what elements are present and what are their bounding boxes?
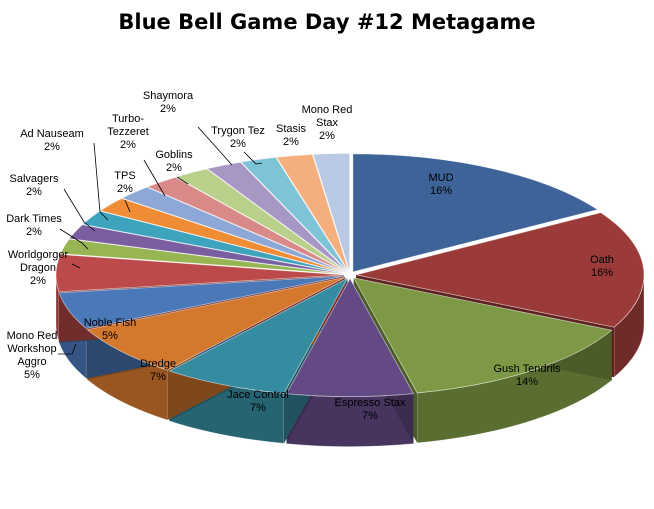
label-gush-tendrils-name-0: Gush Tendrils	[493, 363, 561, 375]
label-goblins: Goblins 2%	[155, 149, 193, 174]
label-shaymora-name-0: Shaymora	[143, 90, 194, 102]
slice-mono-red-workshop-aggro	[55, 254, 345, 293]
label-ad-nauseam-name-0: Ad Nauseam	[20, 128, 84, 140]
slice-goblins	[174, 168, 347, 273]
slice-dredge	[86, 276, 346, 371]
label-dredge: Dredge 7%	[140, 358, 176, 383]
slice-stasis	[275, 153, 350, 272]
label-goblins-name-0: Goblins	[155, 149, 193, 161]
slice-mono-red-stax	[312, 153, 351, 272]
label-worldgorger-dragon-value: 2%	[30, 275, 46, 287]
label-mono-red-workshop-aggro-name-2: Aggro	[17, 356, 46, 368]
label-worldgorger-dragon: Worldgorger Dragon 2%	[8, 249, 69, 287]
label-shaymora: Shaymora 2%	[143, 90, 194, 115]
pie-tops	[55, 153, 645, 398]
label-tps-value: 2%	[117, 183, 133, 195]
label-mono-red-stax-value: 2%	[319, 130, 335, 142]
slice-jace-control	[168, 277, 349, 394]
leader-dark-times	[59, 228, 89, 250]
label-mud-name-0: MUD	[428, 172, 453, 184]
leader-worldgorger-dragon	[71, 263, 81, 269]
leader-mono-red-workshop-aggro	[58, 343, 77, 355]
label-turbo-tezzeret: Turbo-Tezzeret 2%	[107, 113, 149, 151]
label-tps: TPS 2%	[114, 170, 135, 195]
label-turbo-tezzeret-name-0: Turbo-	[112, 113, 144, 125]
label-tps-name-0: TPS	[114, 170, 135, 182]
slice-turbo-tezzeret	[146, 176, 347, 273]
label-oath-name-0: Oath	[590, 254, 614, 266]
chart-title: Blue Bell Game Day #12 Metagame	[118, 10, 536, 34]
leader-tps	[124, 199, 131, 213]
slice-tps	[121, 186, 346, 273]
leader-goblins	[176, 176, 189, 185]
label-mono-red-workshop-aggro-value: 5%	[24, 369, 40, 381]
label-gush-tendrils-value: 14%	[516, 376, 538, 388]
label-mono-red-workshop-aggro: Mono Red Workshop Aggro 5%	[7, 330, 58, 381]
label-trygon-tez-name-0: Trygon Tez	[211, 125, 265, 137]
label-worldgorger-dragon-name-1: Dragon	[20, 262, 56, 274]
label-shaymora-value: 2%	[160, 103, 176, 115]
label-mono-red-stax-name-0: Mono Red	[302, 104, 353, 116]
label-noble-fish-name-0: Noble Fish	[84, 317, 137, 329]
label-mono-red-workshop-aggro-name-0: Mono Red	[7, 330, 58, 342]
label-jace-control: Jace Control 7%	[227, 389, 289, 414]
label-mono-red-stax-name-1: Stax	[316, 117, 339, 129]
label-dredge-name-0: Dredge	[140, 358, 176, 370]
label-espresso-stax: Espresso Stax 7%	[335, 397, 406, 422]
label-jace-control-name-0: Jace Control	[227, 389, 289, 401]
slice-labels: MUD 16%Oath 16%Gush Tendrils 14%Espresso St…	[6, 90, 614, 422]
slice-gush-tendrils	[352, 277, 613, 394]
leader-salvagers	[63, 188, 96, 232]
leader-lines	[58, 126, 263, 355]
slice-shaymora	[206, 161, 348, 273]
label-noble-fish-value: 5%	[102, 330, 118, 342]
label-trygon-tez-value: 2%	[230, 138, 246, 150]
label-mono-red-workshop-aggro-name-1: Workshop	[7, 343, 56, 355]
label-worldgorger-dragon-name-0: Worldgorger	[8, 249, 69, 261]
label-espresso-stax-name-0: Espresso Stax	[335, 397, 406, 409]
label-oath: Oath 16%	[590, 254, 614, 279]
label-mono-red-stax: Mono Red Stax 2%	[302, 104, 353, 142]
leader-trygon-tez	[243, 151, 263, 165]
label-jace-control-value: 7%	[250, 402, 266, 414]
label-salvagers: Salvagers 2%	[10, 173, 59, 198]
label-ad-nauseam-value: 2%	[44, 141, 60, 153]
label-mud-value: 16%	[430, 185, 452, 197]
slice-oath	[355, 212, 645, 328]
slice-mud	[352, 153, 599, 273]
label-oath-value: 16%	[591, 267, 613, 279]
label-salvagers-name-0: Salvagers	[10, 173, 59, 185]
slice-dark-times	[68, 224, 345, 275]
label-dredge-value: 7%	[150, 371, 166, 383]
label-stasis-value: 2%	[283, 136, 299, 148]
label-turbo-tezzeret-name-1: Tezzeret	[107, 126, 149, 138]
label-trygon-tez: Trygon Tez 2%	[211, 125, 265, 150]
label-goblins-value: 2%	[166, 162, 182, 174]
slice-trygon-tez	[240, 156, 349, 272]
label-salvagers-value: 2%	[26, 186, 42, 198]
label-turbo-tezzeret-value: 2%	[120, 139, 136, 151]
label-stasis: Stasis 2%	[276, 123, 306, 148]
label-noble-fish: Noble Fish 5%	[84, 317, 137, 342]
leader-turbo-tezzeret	[143, 159, 166, 197]
leader-shaymora	[197, 126, 233, 166]
label-dark-times-name-0: Dark Times	[6, 213, 62, 225]
slice-worldgorger-dragon	[59, 238, 345, 275]
label-espresso-stax-value: 7%	[362, 410, 378, 422]
slice-ad-nauseam	[99, 198, 346, 274]
label-stasis-name-0: Stasis	[276, 123, 306, 135]
leader-ad-nauseam	[93, 142, 109, 221]
label-ad-nauseam: Ad Nauseam 2%	[20, 128, 84, 153]
label-mud: MUD 16%	[428, 172, 453, 197]
label-dark-times: Dark Times 2%	[6, 213, 62, 238]
slice-espresso-stax	[285, 277, 415, 398]
label-gush-tendrils: Gush Tendrils 14%	[493, 363, 561, 388]
slice-noble-fish	[58, 275, 345, 329]
label-dark-times-value: 2%	[26, 226, 42, 238]
